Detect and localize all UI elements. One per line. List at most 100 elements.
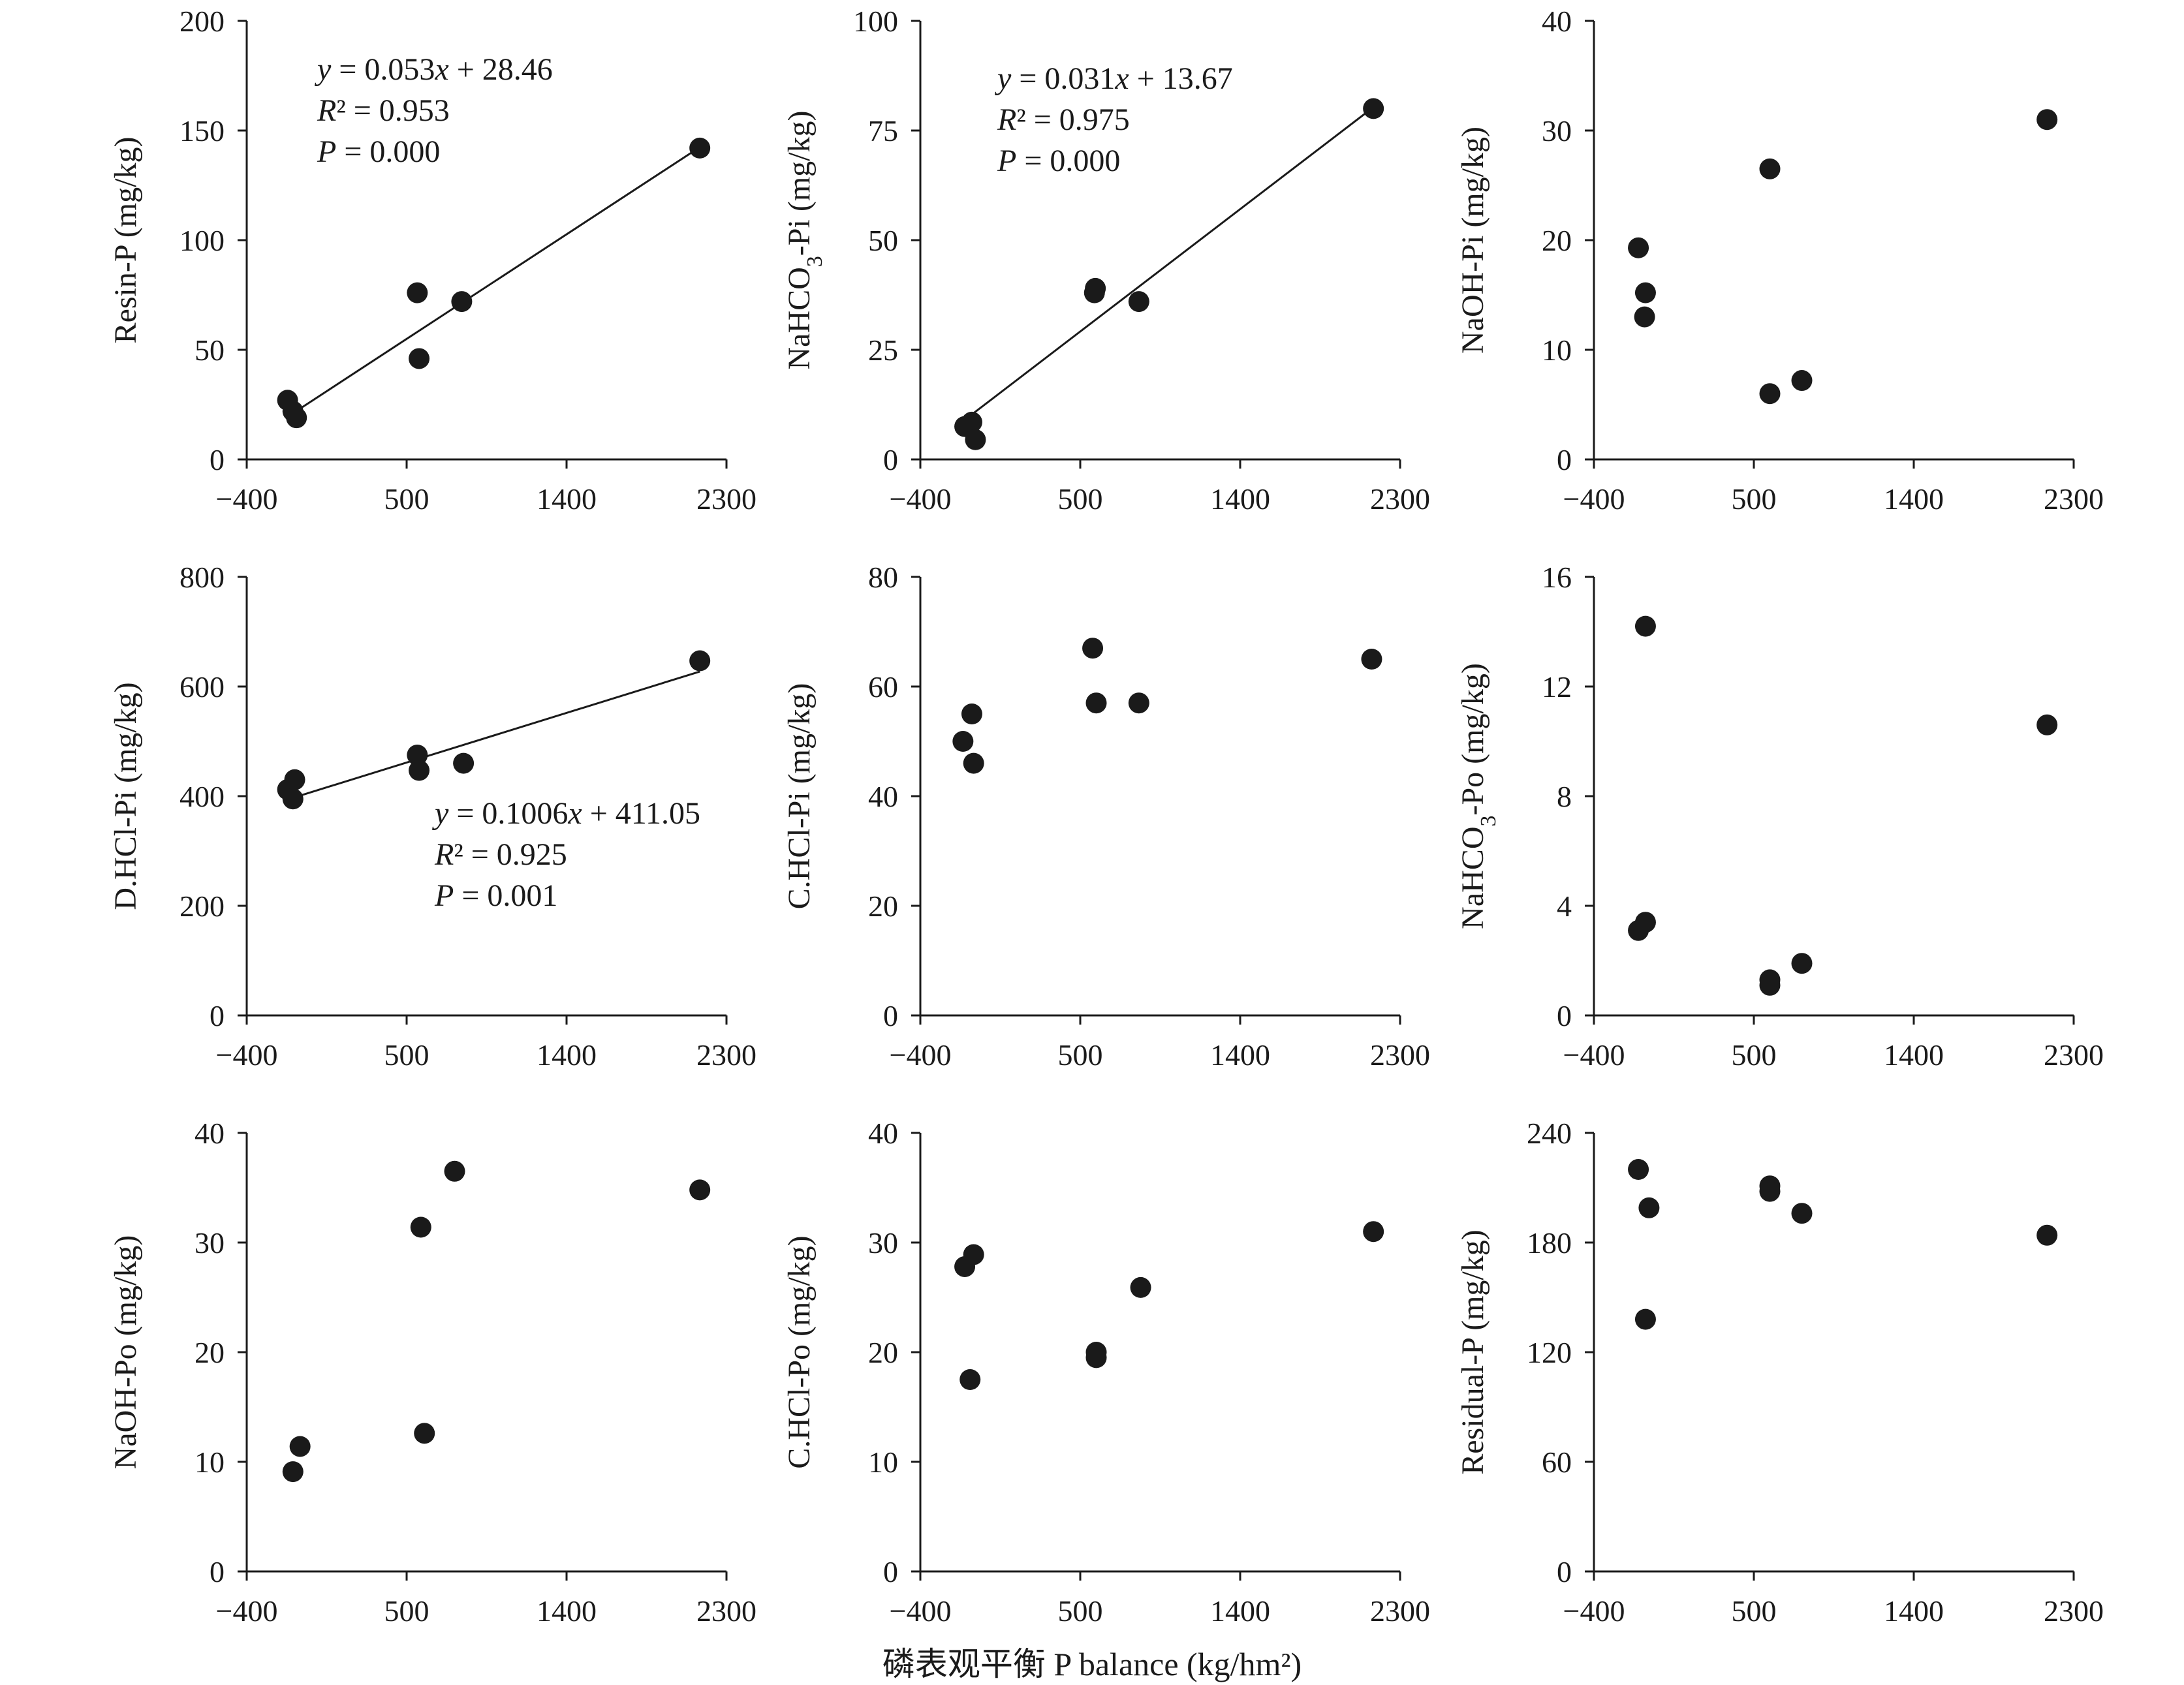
x-tick-label: 1400 [537,1038,597,1072]
x-tick-label: −400 [1563,482,1625,516]
x-tick-label: 2300 [1370,1594,1430,1628]
data-point [407,282,428,303]
y-tick-label: 800 [179,561,225,594]
x-tick-label: 500 [1732,1038,1777,1072]
data-point [1628,1159,1649,1180]
trendline [964,106,1375,421]
data-point [1628,237,1649,258]
data-point [284,769,305,790]
data-point [961,411,982,433]
y-tick-label: 12 [1542,670,1572,703]
data-point [1128,291,1149,313]
data-point [689,650,711,672]
data-point [965,429,986,450]
y-axis-label: D.HCl-Pi (mg/kg) [108,682,143,910]
data-point [410,1216,431,1238]
y-tick-label: 30 [868,1226,898,1260]
data-point [689,1179,711,1201]
data-point [952,731,974,752]
y-tick-label: 120 [1527,1336,1572,1369]
data-point [1085,1347,1107,1368]
x-tick-label: 2300 [696,1038,757,1072]
x-tick-label: 1400 [1210,482,1270,516]
data-point [1085,277,1106,299]
y-tick-label: 240 [1527,1117,1572,1150]
data-point [1638,1197,1660,1218]
data-point [1363,1221,1384,1243]
x-tick-label: −400 [216,1594,278,1628]
x-tick-label: −400 [216,1038,278,1072]
data-point [407,745,428,765]
y-tick-label: 40 [868,1117,898,1150]
data-point [1759,1181,1781,1202]
data-point [1791,370,1813,392]
data-point [1759,158,1781,179]
y-tick-label: 600 [179,670,225,703]
y-axis-label: NaOH-Po (mg/kg) [108,1235,143,1470]
y-tick-label: 200 [179,5,225,38]
y-tick-label: 400 [179,780,225,813]
y-axis-label: C.HCl-Pi (mg/kg) [782,683,817,910]
x-tick-label: −400 [1563,1594,1625,1628]
data-point [1759,974,1781,996]
x-tick-label: 500 [1058,482,1103,516]
data-point [1363,98,1384,119]
panel-chcl-po: 0 10 20 30 40 −400 500 1400 2300 C.HCl-Po (mg/kg) [782,1117,1430,1628]
y-tick-label: 50 [868,224,898,257]
data-point [414,1423,435,1444]
y-tick-label: 20 [868,1336,898,1369]
y-tick-label: 0 [883,999,898,1032]
data-point [451,291,473,313]
panel-naoh-pi: 0 10 20 30 40 −400 500 1400 2300 NaOH-Pi (mg/kg) [1456,5,2104,516]
x-tick-label: 1400 [1884,1594,1944,1628]
data-point [282,788,304,810]
trendline [290,146,700,416]
x-tick-label: 2300 [696,1594,757,1628]
x-tick-label: −400 [216,482,278,516]
y-tick-label: 0 [1557,1555,1572,1588]
y-tick-label: 10 [195,1445,225,1479]
data-point [1361,649,1382,670]
y-tick-label: 10 [1542,333,1572,367]
y-axis-label: C.HCl-Po (mg/kg) [782,1235,817,1468]
y-tick-label: 0 [883,1555,898,1588]
data-point [2036,109,2058,131]
regression-annotation-line: R² = 0.925 [434,837,567,872]
x-tick-label: 2300 [2044,482,2104,516]
data-point [961,703,982,724]
y-tick-label: 180 [1527,1226,1572,1260]
data-point [1634,306,1655,328]
y-tick-label: 25 [868,333,898,367]
trendline [290,670,700,799]
y-axis-label: Residual-P (mg/kg) [1456,1229,1490,1475]
regression-annotation-line: R² = 0.953 [317,93,450,128]
y-tick-label: 40 [195,1117,225,1150]
x-tick-label: 2300 [1370,1038,1430,1072]
data-point [1634,615,1656,637]
x-tick-label: 1400 [1210,1594,1270,1628]
panel-naoh-po: 0 10 20 30 40 −400 500 1400 2300 NaOH-Po (mg/kg) [108,1117,757,1628]
data-point [289,1436,311,1457]
data-point [409,348,430,369]
panel-dhcl-pi: 0 200 400 600 800 −400 500 1400 2300 D.HCl-Pi (mg… [108,561,757,1072]
data-point [282,1461,304,1483]
y-tick-label: 4 [1557,889,1572,923]
regression-annotation-line: y = 0.053x + 28.46 [314,52,553,87]
x-tick-label: 2300 [1370,482,1430,516]
y-tick-label: 8 [1557,780,1572,813]
x-tick-label: 500 [1058,1038,1103,1072]
data-point [1082,638,1104,659]
data-point [689,137,711,159]
data-point [1634,912,1656,933]
panel-residual-p: 0 60 120 180 240 −400 500 1400 2300 Residual-P (m… [1456,1117,2104,1628]
regression-annotation-line: P = 0.000 [317,134,440,169]
x-tick-label: 1400 [1210,1038,1270,1072]
data-point [2036,714,2058,735]
x-tick-label: −400 [1563,1038,1625,1072]
x-tick-label: 500 [384,1038,429,1072]
y-tick-label: 60 [868,670,898,703]
data-point [1130,1276,1151,1298]
data-point [2036,1224,2058,1246]
y-tick-label: 20 [868,889,898,923]
